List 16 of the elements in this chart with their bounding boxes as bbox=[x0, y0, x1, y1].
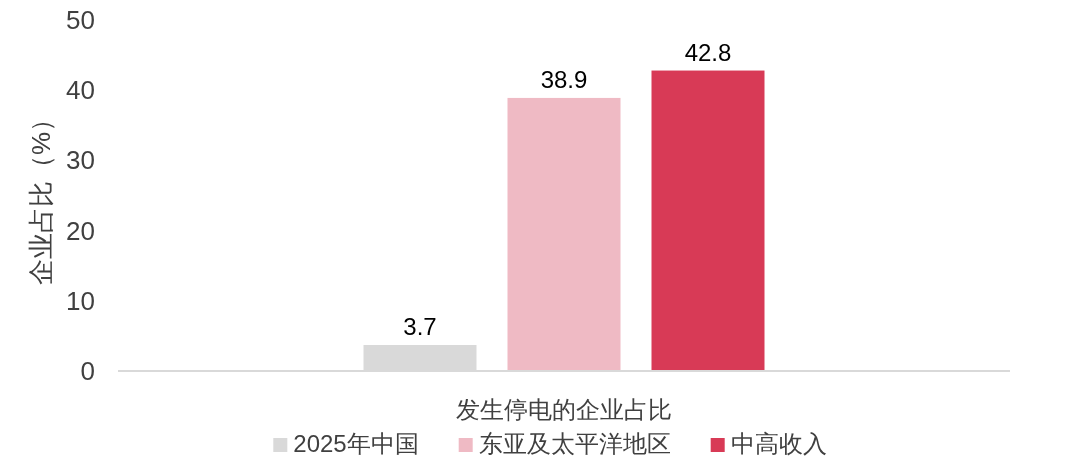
data-label: 42.8 bbox=[684, 38, 732, 66]
x-tick-label: 发生停电的企业占比 bbox=[456, 396, 672, 423]
y-tick-label: 10 bbox=[66, 285, 95, 316]
legend-label: 2025年中国 bbox=[293, 430, 419, 457]
y-tick-label: 20 bbox=[66, 215, 95, 246]
data-label: 38.9 bbox=[540, 65, 588, 93]
bar bbox=[651, 70, 765, 371]
data-label: 3.7 bbox=[403, 313, 437, 341]
y-tick-label: 50 bbox=[66, 5, 95, 35]
legend-label: 中高收入 bbox=[730, 430, 827, 457]
y-tick-label: 40 bbox=[66, 75, 95, 106]
legend-label: 东亚及太平洋地区 bbox=[478, 430, 671, 457]
bar bbox=[507, 97, 621, 371]
y-axis-title: 企业占比（%） bbox=[26, 105, 56, 286]
y-tick-label: 0 bbox=[80, 356, 95, 386]
y-tick-label: 30 bbox=[66, 145, 95, 176]
